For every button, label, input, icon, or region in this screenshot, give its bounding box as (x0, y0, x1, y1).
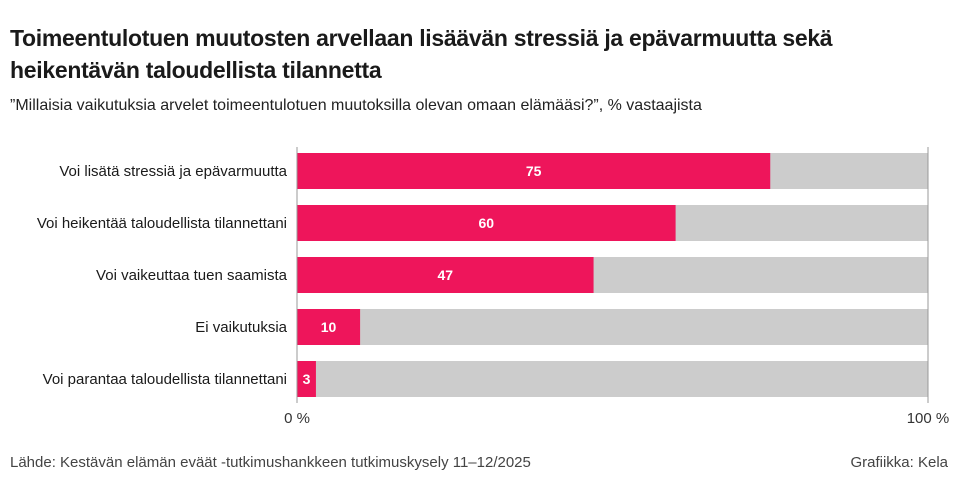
bar (297, 205, 676, 241)
graphics-credit: Grafiikka: Kela (850, 454, 948, 471)
chart-subtitle: ”Millaisia vaikutuksia arvelet toimeentu… (10, 97, 702, 114)
category-label: Voi lisätä stressiä ja epävarmuutta (59, 163, 287, 180)
bar (297, 309, 361, 345)
category-label: Voi heikentää taloudellista tilannettani (37, 215, 287, 232)
bar (297, 361, 316, 397)
bar-track (297, 361, 928, 397)
data-label: 60 (479, 215, 495, 231)
bar (297, 257, 594, 293)
data-label: 3 (303, 371, 311, 387)
bar (297, 153, 771, 189)
data-label: 75 (526, 163, 542, 179)
x-tick-label: 100 % (907, 410, 950, 427)
category-label: Voi parantaa taloudellista tilannettani (43, 371, 287, 388)
data-label: 10 (321, 319, 337, 335)
bar-track (297, 309, 928, 345)
category-label: Voi vaikeuttaa tuen saamista (96, 267, 288, 284)
chart-title: Toimeentulotuen muutosten arvellaan lisä… (10, 25, 833, 83)
x-tick-label: 0 % (284, 410, 310, 427)
source-note: Lähde: Kestävän elämän eväät -tutkimusha… (10, 454, 531, 471)
data-label: 47 (437, 267, 453, 283)
category-label: Ei vaikutuksia (195, 319, 287, 336)
